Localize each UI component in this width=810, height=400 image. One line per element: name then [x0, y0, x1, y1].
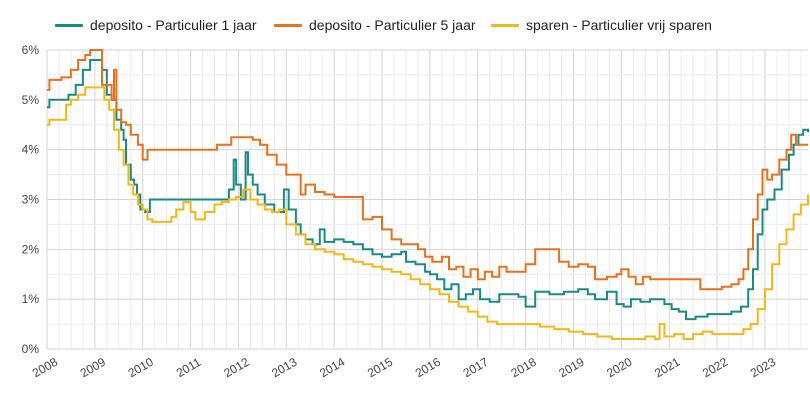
y-tick-label: 5% [22, 93, 40, 107]
x-tick-label: 2015 [365, 355, 395, 381]
x-tick-label: 2022 [700, 355, 730, 381]
x-tick-label: 2018 [509, 355, 539, 381]
series-line-1 [47, 49, 808, 291]
chart-legend: deposito - Particulier 1 jaar deposito -… [0, 17, 810, 37]
y-tick-label: 6% [22, 43, 40, 57]
x-tick-label: 2010 [126, 355, 156, 381]
legend-label-series-1: deposito - Particulier 5 jaar [309, 17, 476, 33]
x-tick-label: 2020 [604, 355, 634, 381]
y-tick-label: 4% [22, 143, 40, 157]
legend-item-series-1[interactable]: deposito - Particulier 5 jaar [274, 17, 476, 33]
x-tick-label: 2011 [174, 355, 204, 380]
legend-label-series-2: sparen - Particulier vrij sparen [526, 17, 712, 33]
legend-item-series-2[interactable]: sparen - Particulier vrij sparen [491, 17, 712, 33]
x-tick-label: 2021 [652, 355, 682, 381]
y-tick-label: 0% [22, 342, 40, 356]
x-tick-label: 2013 [269, 355, 299, 381]
legend-swatch-series-1 [274, 23, 302, 27]
legend-swatch-series-0 [55, 23, 83, 27]
x-tick-label: 2019 [556, 355, 586, 381]
x-tick-label: 2014 [317, 355, 347, 381]
legend-swatch-series-2 [491, 23, 519, 27]
legend-item-series-0[interactable]: deposito - Particulier 1 jaar [55, 17, 257, 33]
x-tick-label: 2017 [461, 355, 491, 381]
x-tick-label: 2023 [748, 355, 778, 381]
legend-label-series-0: deposito - Particulier 1 jaar [90, 17, 257, 33]
y-tick-label: 2% [22, 242, 40, 256]
y-tick-label: 3% [22, 193, 40, 207]
y-axis: 0% 1% 2% 3% 4% 5% 6% [22, 43, 40, 356]
x-tick-label: 2008 [30, 355, 60, 381]
x-tick-label: 2009 [78, 355, 108, 381]
series-line-2 [47, 86, 809, 340]
x-tick-label: 2016 [413, 355, 443, 381]
x-axis: 2008 2009 2010 2011 2012 2013 2014 2015 2016 2017… [30, 355, 778, 381]
y-tick-label: 1% [22, 292, 40, 306]
x-tick-label: 2012 [221, 355, 251, 381]
series-line-0 [47, 59, 809, 321]
chart-series [47, 49, 809, 340]
